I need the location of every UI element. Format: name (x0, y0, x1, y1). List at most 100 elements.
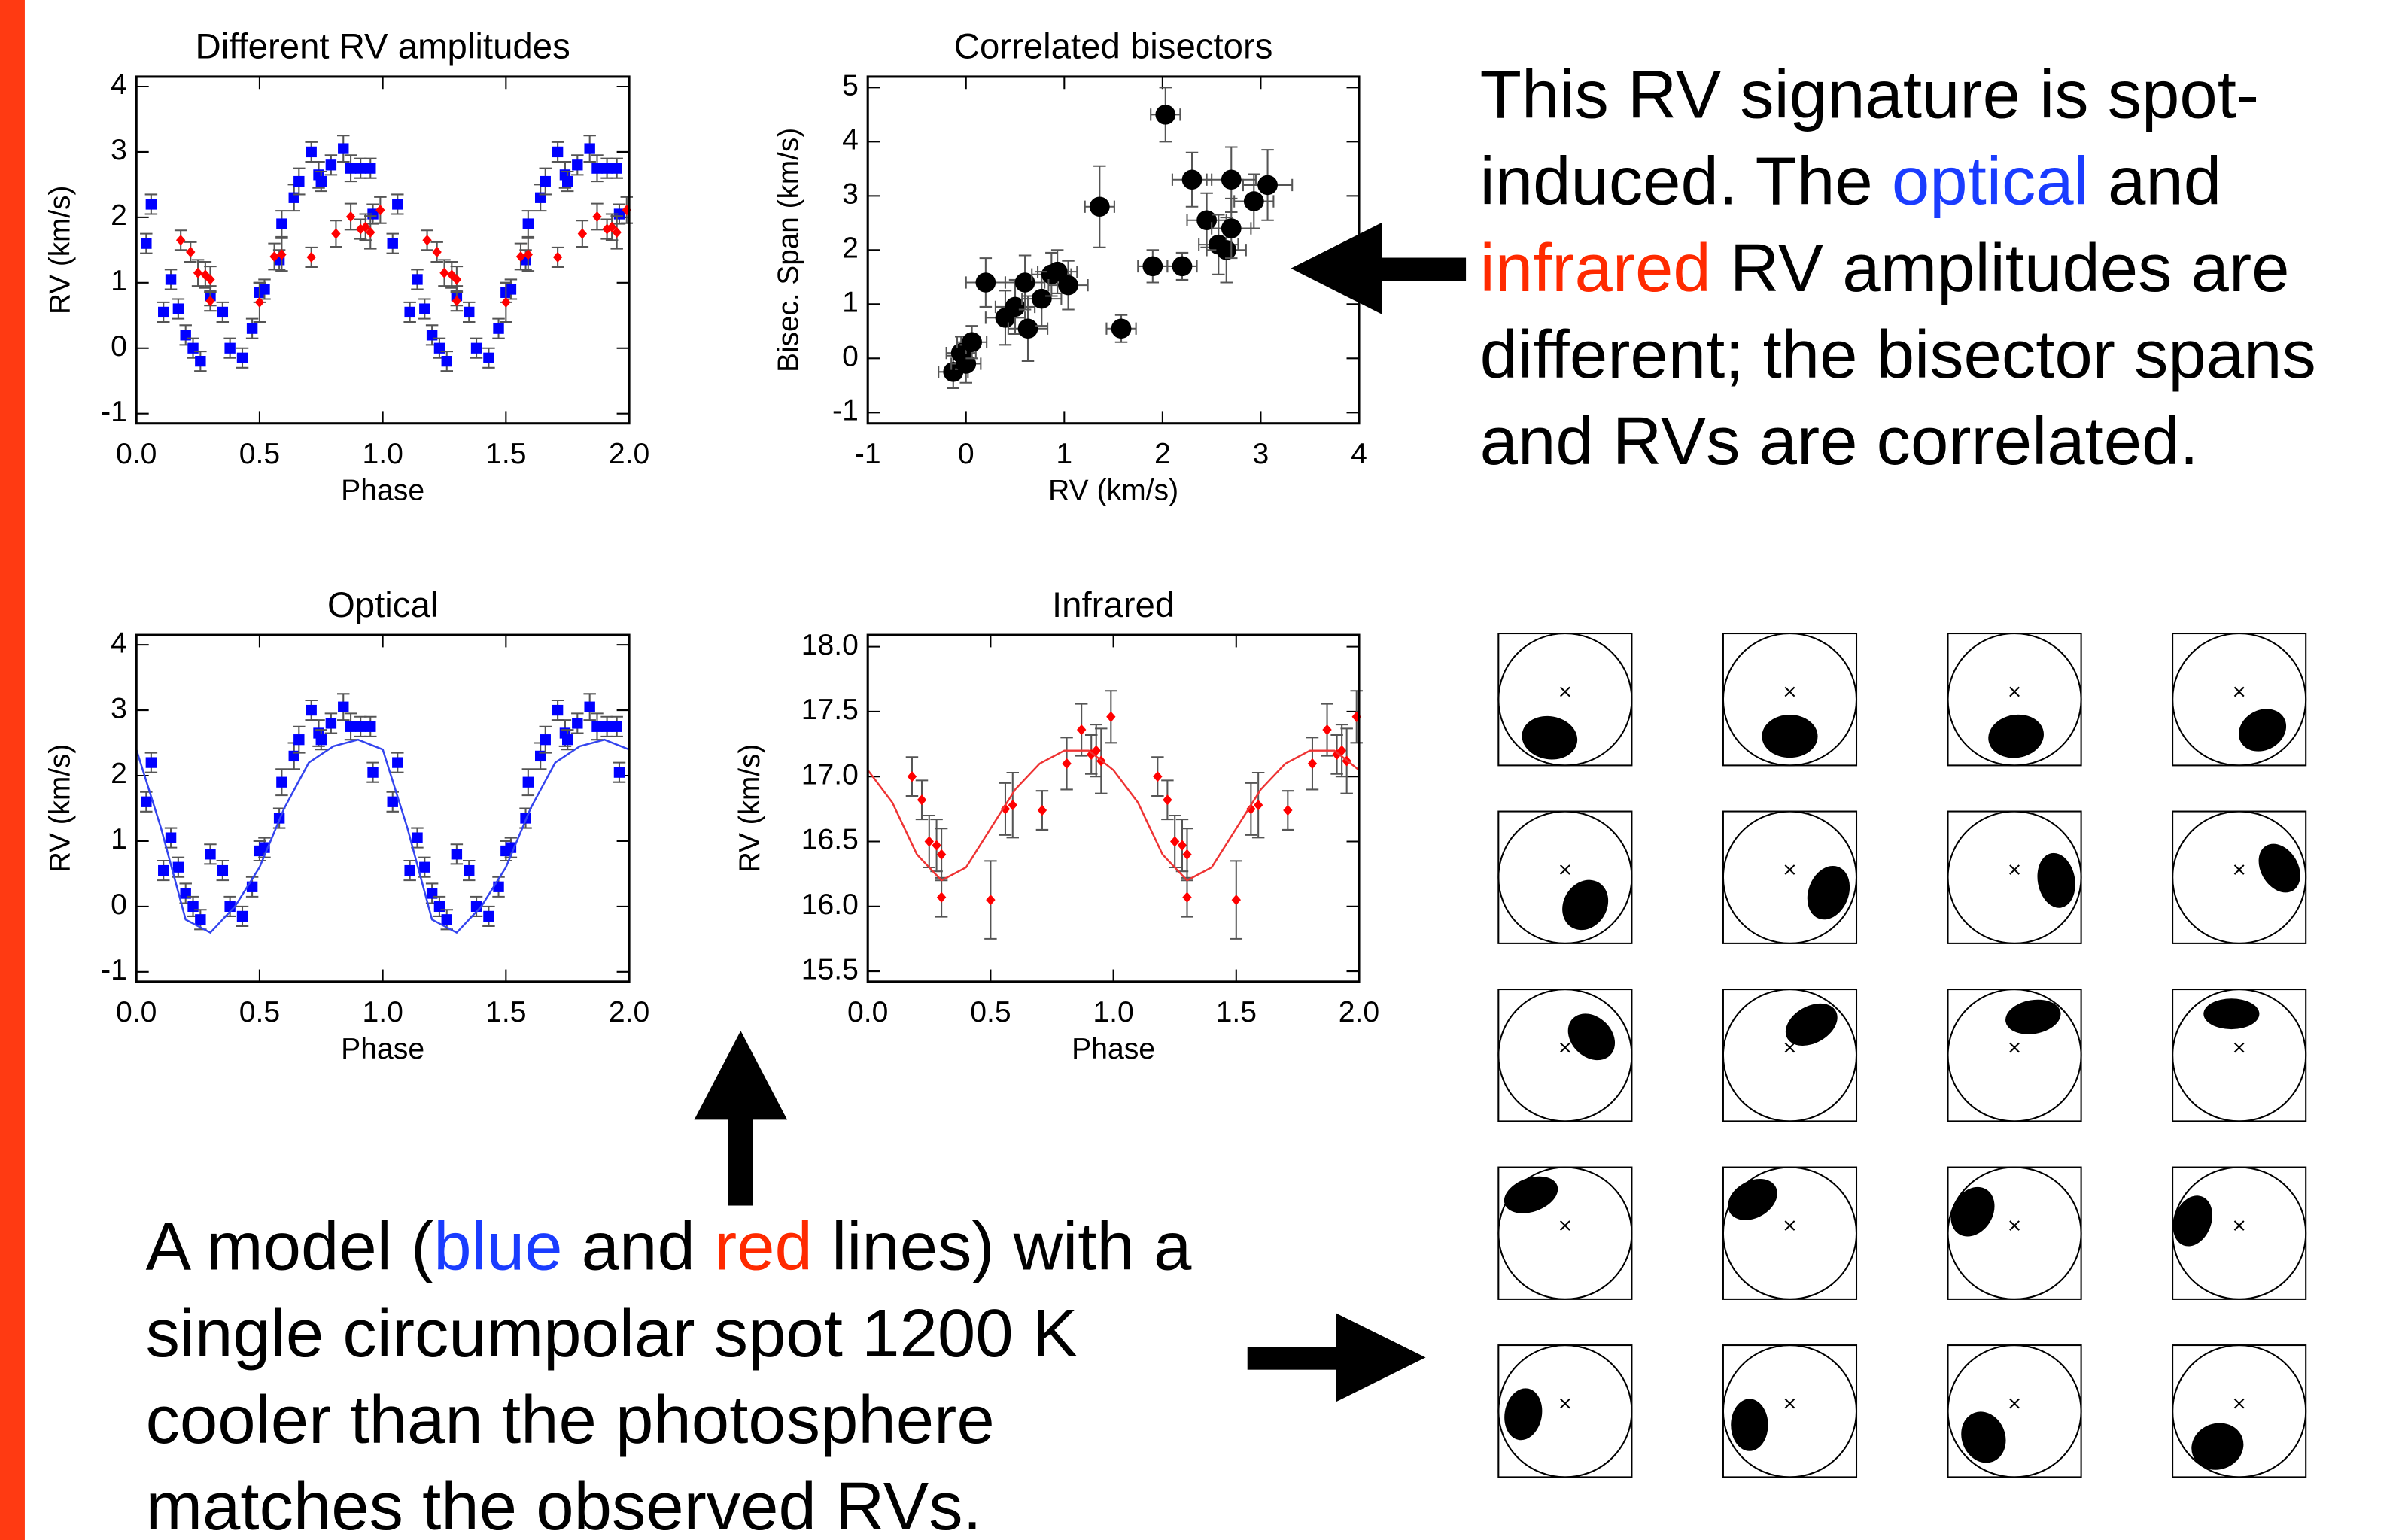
x-tick-label: 0.5 (239, 438, 280, 470)
spot (1562, 879, 1609, 931)
point (195, 355, 206, 367)
point (387, 238, 398, 249)
note-text: lines) with a (813, 1209, 1192, 1284)
point (354, 163, 366, 174)
pole-marker (1784, 1220, 1795, 1231)
y-tick-label: 1 (842, 287, 859, 319)
point (1047, 261, 1068, 282)
spot (1988, 714, 2044, 758)
point (145, 757, 157, 768)
point (1062, 758, 1072, 770)
pole-marker (2009, 686, 2020, 697)
pole-marker (1784, 686, 1795, 697)
pole-marker (2009, 1398, 2020, 1409)
point (522, 776, 534, 788)
y-tick-label: 2 (842, 232, 859, 265)
x-tick-label: 0 (958, 438, 974, 470)
point (217, 864, 229, 876)
point (246, 881, 258, 892)
point (483, 352, 494, 363)
star-disk (1722, 633, 1858, 767)
pole-marker (2009, 1220, 2020, 1231)
pole-marker (2233, 1042, 2245, 1053)
point (412, 274, 423, 285)
star-disk (2172, 633, 2307, 767)
point (365, 721, 376, 732)
y-tick-label: 18.0 (801, 629, 859, 661)
point (1283, 804, 1293, 816)
point (1307, 758, 1318, 770)
point (165, 274, 177, 285)
model-line (135, 738, 630, 934)
x-axis-label: Phase (341, 1033, 424, 1065)
point (1172, 256, 1193, 277)
star-disk (1722, 1166, 1858, 1300)
accent-bar (0, 0, 25, 1540)
x-tick-label: 1.0 (1093, 996, 1133, 1028)
chart: Different RV amplitudes Phase RV (km/s) 0.0… (44, 26, 650, 507)
point (325, 159, 337, 171)
point (345, 211, 356, 223)
x-tick-label: 1.5 (485, 438, 526, 470)
pole-marker (1559, 864, 1570, 875)
spot (1785, 1003, 1838, 1046)
y-tick-label: 2 (111, 758, 127, 790)
note-text: cooler than the photosphere (146, 1382, 995, 1457)
note-text: different; the bisector spans (1480, 317, 2316, 392)
x-tick-label: 1.5 (1216, 996, 1257, 1028)
point (293, 734, 305, 746)
point (1017, 318, 1038, 339)
y-tick-label: 3 (111, 692, 127, 724)
note-text: blue (433, 1209, 562, 1284)
y-tick-label: 5 (842, 70, 859, 102)
point (607, 221, 617, 233)
pole-marker (1559, 1042, 1570, 1053)
point (1257, 175, 1278, 196)
note-text: A model ( (146, 1209, 434, 1284)
point (1243, 191, 1264, 211)
pole-marker (2233, 1398, 2245, 1409)
note-line: matches the observed RVs. (146, 1469, 982, 1540)
chart: Infrared Phase RV (km/s) 0.0 0.5 1.0 1.5 2.0 15.… (734, 585, 1379, 1065)
note-line: single circumpolar spot 1200 K (146, 1295, 1078, 1371)
arrow-left (1291, 222, 1467, 314)
y-axis-label: Bisec. Span (km/s) (772, 128, 804, 372)
point (236, 910, 248, 922)
point (1008, 800, 1017, 811)
point (412, 832, 423, 843)
y-tick-label: -1 (101, 954, 127, 986)
y-tick-label: 4 (111, 68, 127, 101)
x-tick-label: 3 (1253, 438, 1269, 470)
point (1091, 745, 1101, 756)
x-axis-label: Phase (1072, 1033, 1155, 1065)
point (175, 235, 186, 246)
point (1221, 218, 1242, 238)
note-text: and (563, 1209, 714, 1284)
point (441, 914, 452, 925)
point (936, 891, 947, 903)
spot (1504, 1388, 1543, 1441)
y-tick-label: -1 (832, 395, 859, 427)
point (917, 794, 927, 806)
chart-title: Correlated bisectors (954, 26, 1273, 66)
point (1014, 272, 1035, 293)
chart: Optical Phase RV (km/s) 0.0 0.5 1.0 1.5 2.0 -1 0 1… (44, 585, 650, 1065)
point (205, 849, 216, 860)
spot (2037, 852, 2075, 908)
point (962, 332, 982, 352)
star-disk (1722, 810, 1858, 944)
point (338, 701, 349, 712)
y-axis-label: RV (km/s) (734, 744, 766, 873)
point (1142, 256, 1163, 277)
y-tick-label: 1 (111, 265, 127, 297)
x-tick-label: 1.0 (362, 438, 403, 470)
point (195, 914, 206, 925)
point (505, 284, 517, 295)
note-text: infrared (1480, 230, 1711, 305)
point (932, 840, 941, 851)
pole-marker (1559, 686, 1570, 697)
pole-marker (1559, 1220, 1570, 1231)
point (577, 228, 588, 239)
chart-title: Infrared (1052, 585, 1175, 624)
